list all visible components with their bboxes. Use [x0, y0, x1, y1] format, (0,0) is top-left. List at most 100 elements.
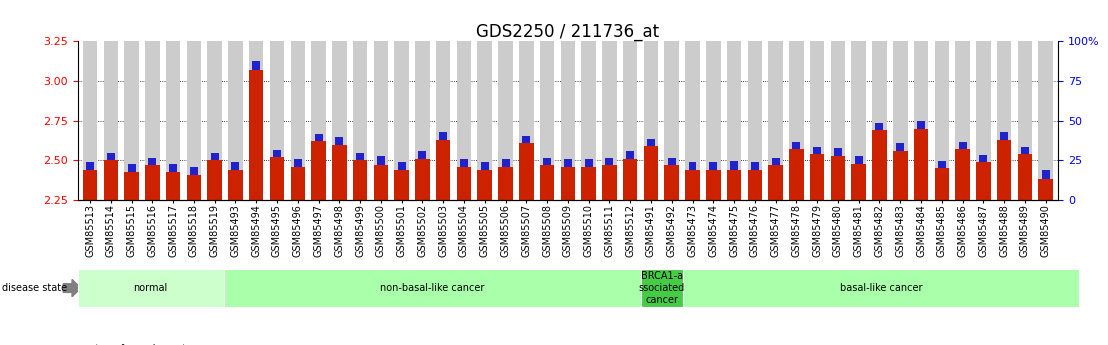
Bar	[106, 153, 115, 160]
Bar	[626, 151, 634, 159]
Bar	[228, 41, 243, 200]
Bar	[564, 159, 572, 167]
Bar	[166, 171, 181, 200]
Bar	[145, 41, 160, 200]
Bar	[748, 170, 762, 200]
Bar	[124, 41, 138, 200]
Bar	[561, 41, 575, 200]
Bar	[937, 161, 946, 168]
Bar	[582, 167, 596, 200]
Bar	[439, 132, 448, 140]
Bar	[356, 153, 365, 160]
Bar	[478, 170, 492, 200]
Bar	[336, 137, 343, 145]
Bar	[352, 160, 368, 200]
Bar	[519, 143, 534, 200]
Bar	[103, 160, 119, 200]
Bar	[955, 149, 970, 200]
Bar	[709, 162, 717, 170]
Bar	[976, 41, 991, 200]
Text: disease state: disease state	[2, 283, 68, 293]
Bar	[127, 164, 135, 171]
Bar	[768, 165, 783, 200]
Bar	[585, 159, 593, 167]
Bar	[665, 41, 679, 200]
Bar	[831, 41, 845, 200]
Bar	[834, 148, 842, 156]
Bar	[813, 147, 821, 154]
Bar	[543, 158, 551, 165]
Bar	[435, 41, 451, 200]
Bar	[83, 41, 98, 200]
Bar	[934, 41, 950, 200]
Bar	[976, 162, 991, 200]
Bar	[83, 170, 98, 200]
Bar	[170, 164, 177, 171]
Bar	[727, 170, 741, 200]
Bar	[519, 41, 534, 200]
Bar	[290, 167, 305, 200]
Bar	[934, 168, 950, 200]
Bar	[394, 41, 409, 200]
Bar	[332, 41, 347, 200]
Bar	[730, 161, 738, 170]
Bar	[872, 41, 886, 200]
Bar	[232, 162, 239, 170]
Bar	[605, 158, 614, 165]
Bar	[1038, 179, 1053, 200]
Bar	[253, 61, 260, 70]
Bar	[456, 41, 471, 200]
Bar	[789, 41, 803, 200]
Bar	[958, 142, 966, 149]
Bar	[706, 41, 720, 200]
Bar	[311, 41, 326, 200]
Bar	[582, 41, 596, 200]
Bar	[997, 140, 1012, 200]
Bar	[831, 156, 845, 200]
Bar	[875, 123, 883, 130]
Bar	[851, 41, 866, 200]
Bar	[644, 146, 658, 200]
Bar	[290, 41, 305, 200]
Bar	[419, 151, 427, 159]
Bar	[768, 41, 783, 200]
Text: basal-like cancer: basal-like cancer	[840, 283, 922, 293]
Text: BRCA1-a
ssociated
cancer: BRCA1-a ssociated cancer	[638, 272, 685, 305]
Bar	[647, 139, 655, 146]
Bar	[416, 41, 430, 200]
Bar	[373, 41, 388, 200]
Bar	[810, 41, 824, 200]
Bar	[460, 159, 468, 167]
Bar	[602, 41, 617, 200]
Bar	[228, 170, 243, 200]
Bar	[893, 151, 907, 200]
Bar	[561, 167, 575, 200]
Bar	[148, 158, 156, 165]
Bar	[86, 162, 94, 170]
Bar	[706, 170, 720, 200]
Bar	[997, 41, 1012, 200]
Bar	[1020, 147, 1029, 154]
Text: ■ transformed count: ■ transformed count	[83, 344, 186, 345]
Bar	[269, 157, 285, 200]
Bar	[810, 154, 824, 200]
Bar	[145, 165, 160, 200]
Bar	[124, 171, 138, 200]
Bar	[166, 41, 181, 200]
Text: normal: normal	[133, 283, 167, 293]
Bar	[499, 167, 513, 200]
Bar	[249, 70, 264, 200]
Bar	[249, 41, 264, 200]
Bar	[435, 140, 451, 200]
Bar	[207, 160, 222, 200]
Bar	[979, 155, 987, 162]
Bar	[914, 41, 929, 200]
Bar	[540, 41, 554, 200]
Bar	[315, 134, 322, 141]
Bar	[377, 156, 384, 165]
Bar	[1042, 170, 1049, 179]
Bar	[602, 165, 617, 200]
Bar	[502, 159, 510, 167]
Bar	[189, 167, 198, 175]
Bar	[1038, 41, 1053, 200]
